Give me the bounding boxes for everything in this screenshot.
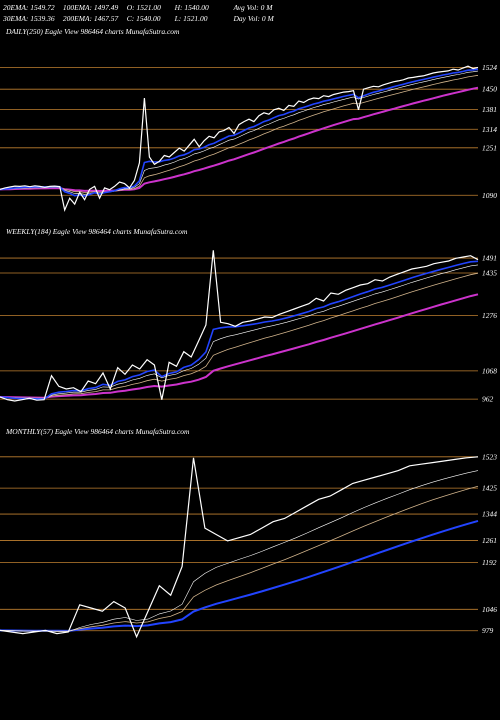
monthly-mid-average-line [0, 485, 479, 632]
daily-chart-title: DAILY(250) Eagle View 986464 charts Muna… [6, 27, 180, 36]
monthly-level-label: 1261 [482, 536, 497, 545]
weekly-level-label: 1276 [482, 311, 497, 320]
daily-fast-average-line [0, 68, 479, 197]
weekly-short-average-line [0, 264, 479, 400]
daily-level-label: 1090 [482, 191, 497, 200]
weekly-mid-average-line [0, 272, 479, 399]
weekly-level-label: 1068 [482, 366, 497, 375]
monthly-level-label: 1344 [482, 510, 497, 519]
ema20-label: 20EMA: 1549.72 [3, 3, 55, 12]
monthly-level-label: 1523 [482, 452, 497, 461]
ema30-label: 30EMA: 1539.36 [3, 14, 55, 23]
monthly-slow-average-line [0, 519, 479, 632]
weekly-level-label: 1491 [482, 254, 497, 263]
ema100-label: 100EMA: 1497.49 [62, 3, 119, 12]
low-label: L: 1521.00 [174, 14, 208, 23]
daily-level-label: 1251 [482, 143, 497, 152]
monthly-short-average-line [0, 470, 479, 632]
weekly-chart-title: WEEKLY(184) Eagle View 986464 charts Mun… [6, 227, 188, 236]
weekly-fast-average-line [0, 260, 479, 400]
monthly-level-label: 1046 [482, 605, 497, 614]
indicator-row-2: 30EMA: 1539.36 200EMA: 1467.57 C: 1540.0… [3, 14, 274, 23]
avg-vol-label: Avg Vol: 0 M [233, 3, 273, 12]
weekly-level-label: 962 [482, 395, 494, 404]
daily-price-line [0, 65, 479, 212]
daily-level-label: 1450 [482, 85, 497, 94]
daily-slow-average-line [0, 86, 479, 193]
day-vol-label: Day Vol: 0 M [233, 14, 274, 23]
weekly-price-line [0, 250, 479, 402]
monthly-level-label: 1192 [482, 558, 497, 567]
daily-level-label: 1381 [482, 105, 497, 114]
daily-level-label: 1314 [482, 125, 497, 134]
monthly-chart-title: MONTHLY(57) Eagle View 986464 charts Mun… [6, 427, 190, 436]
daily-mid-average-line [0, 74, 479, 193]
close-label: C: 1540.00 [126, 14, 161, 23]
indicator-row-1: 20EMA: 1549.72 100EMA: 1497.49 O: 1521.0… [3, 3, 272, 12]
monthly-price-line [0, 456, 479, 639]
high-label: H: 1540.00 [174, 3, 209, 12]
daily-level-label: 1524 [482, 63, 497, 72]
monthly-level-label: 979 [482, 626, 494, 635]
monthly-level-label: 1425 [482, 484, 497, 493]
weekly-slow-average-line [0, 293, 479, 399]
ema200-label: 200EMA: 1467.57 [62, 14, 119, 23]
weekly-level-label: 1435 [482, 269, 497, 278]
open-label: O: 1521.00 [126, 3, 161, 12]
